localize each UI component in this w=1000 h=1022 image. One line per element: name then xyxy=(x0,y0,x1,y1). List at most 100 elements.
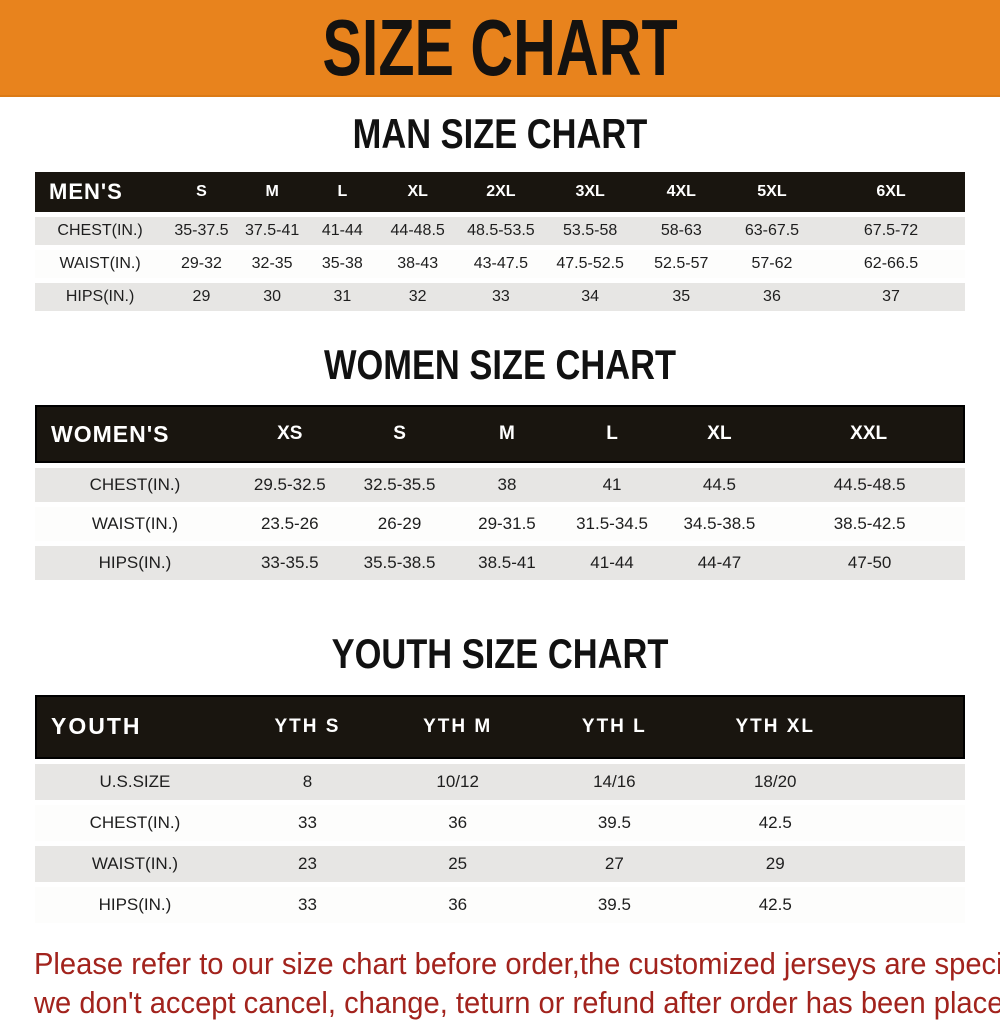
column-header: 6XL xyxy=(817,172,965,213)
column-header: 4XL xyxy=(635,172,727,213)
size-cell: 38 xyxy=(454,468,560,503)
table-corner-label: WOMEN'S xyxy=(35,405,235,464)
header-row: MEN'S S M L XL 2XL 3XL 4XL 5XL 6XL xyxy=(35,172,965,213)
table-row: WAIST(IN.) 23 25 27 29 xyxy=(35,845,965,882)
size-cell: 34.5-38.5 xyxy=(664,507,775,542)
size-cell: 53.5-58 xyxy=(544,217,636,246)
column-header: 2XL xyxy=(457,172,545,213)
row-label: HIPS(IN.) xyxy=(35,886,235,923)
table-row: CHEST(IN.) 35-37.5 37.5-41 41-44 44-48.5 48.5… xyxy=(35,217,965,246)
size-cell: 42.5 xyxy=(693,804,858,841)
size-cell: 36 xyxy=(380,886,536,923)
row-label: WAIST(IN.) xyxy=(35,250,166,279)
size-cell: 37 xyxy=(817,283,965,312)
table-row: HIPS(IN.) 33-35.5 35.5-38.5 38.5-41 41-44 44-… xyxy=(35,546,965,581)
size-cell: 29-32 xyxy=(165,250,238,279)
size-cell: 33 xyxy=(457,283,545,312)
header-row: WOMEN'S XS S M L XL XXL xyxy=(35,405,965,464)
size-cell: 33 xyxy=(234,886,381,923)
cell-spacer xyxy=(857,845,965,882)
table-row: HIPS(IN.) 29 30 31 32 33 34 35 36 37 xyxy=(35,283,965,312)
size-cell: 35-37.5 xyxy=(165,217,238,246)
size-cell: 41 xyxy=(559,468,665,503)
size-cell: 36 xyxy=(380,804,536,841)
size-cell: 44-48.5 xyxy=(378,217,458,246)
charts-area: MAN SIZE CHART MEN'S S M L XL 2XL 3XL 4XL 5XL 6XL… xyxy=(0,110,1000,928)
size-cell: 48.5-53.5 xyxy=(457,217,545,246)
size-cell: 58-63 xyxy=(635,217,727,246)
size-cell: 8 xyxy=(234,763,381,800)
size-cell: 29-31.5 xyxy=(454,507,560,542)
table-row: CHEST(IN.) 29.5-32.5 32.5-35.5 38 41 44.5 44.5… xyxy=(35,468,965,503)
section-youth: YOUTH SIZE CHART YOUTH YTH S YTH M YTH L YTH… xyxy=(0,631,1000,927)
table-row: WAIST(IN.) 29-32 32-35 35-38 38-43 43-47.5 47.… xyxy=(35,250,965,279)
column-header: S xyxy=(344,405,455,464)
column-header: S xyxy=(165,172,238,213)
size-cell: 42.5 xyxy=(693,886,858,923)
size-cell: 52.5-57 xyxy=(635,250,727,279)
size-cell: 14/16 xyxy=(535,763,694,800)
men-size-table: MEN'S S M L XL 2XL 3XL 4XL 5XL 6XL CHEST(IN.) 35-37… xyxy=(35,167,965,316)
size-cell: 47-50 xyxy=(774,546,965,581)
size-cell: 31 xyxy=(306,283,379,312)
column-header: YTH M xyxy=(380,694,536,759)
cell-spacer xyxy=(857,763,965,800)
column-header: M xyxy=(237,172,307,213)
size-cell: 35 xyxy=(635,283,727,312)
cell-spacer xyxy=(857,804,965,841)
row-label: HIPS(IN.) xyxy=(35,546,235,581)
size-cell: 32 xyxy=(378,283,458,312)
size-cell: 57-62 xyxy=(726,250,818,279)
order-note-line-1: Please refer to our size chart before or… xyxy=(34,945,1000,981)
size-cell: 29.5-32.5 xyxy=(234,468,345,503)
size-cell: 33 xyxy=(234,804,381,841)
size-cell: 29 xyxy=(165,283,238,312)
size-cell: 29 xyxy=(693,845,858,882)
size-cell: 35.5-38.5 xyxy=(344,546,455,581)
row-label: CHEST(IN.) xyxy=(35,804,235,841)
size-cell: 27 xyxy=(535,845,694,882)
row-label: WAIST(IN.) xyxy=(35,507,235,542)
table-row: CHEST(IN.) 33 36 39.5 42.5 xyxy=(35,804,965,841)
column-header: XL xyxy=(664,405,775,464)
table-corner-label: MEN'S xyxy=(35,172,166,213)
column-header: L xyxy=(559,405,665,464)
table-row: HIPS(IN.) 33 36 39.5 42.5 xyxy=(35,886,965,923)
youth-size-table: YOUTH YTH S YTH M YTH L YTH XL U.S.SIZE 8 10/12… xyxy=(35,690,965,928)
row-label: CHEST(IN.) xyxy=(35,468,235,503)
size-cell: 44.5 xyxy=(664,468,775,503)
size-cell: 39.5 xyxy=(535,886,694,923)
column-header: 5XL xyxy=(726,172,818,213)
size-cell: 41-44 xyxy=(559,546,665,581)
size-cell: 39.5 xyxy=(535,804,694,841)
section-women: WOMEN SIZE CHART WOMEN'S XS S M L XL XXL CHEST(… xyxy=(0,341,1000,585)
youth-section-heading: YOUTH SIZE CHART xyxy=(331,630,669,678)
size-cell: 25 xyxy=(380,845,536,882)
table-row: WAIST(IN.) 23.5-26 26-29 29-31.5 31.5-34.5 34… xyxy=(35,507,965,542)
row-label: U.S.SIZE xyxy=(35,763,235,800)
cell-spacer xyxy=(857,886,965,923)
order-note-line-2: we don't accept cancel, change, teturn o… xyxy=(34,984,1000,1020)
size-cell: 38-43 xyxy=(378,250,458,279)
header-row: YOUTH YTH S YTH M YTH L YTH XL xyxy=(35,694,965,759)
size-cell: 10/12 xyxy=(380,763,536,800)
order-note: Please refer to our size chart before or… xyxy=(34,944,1000,1022)
row-label: CHEST(IN.) xyxy=(35,217,166,246)
table-row: U.S.SIZE 8 10/12 14/16 18/20 xyxy=(35,763,965,800)
column-header: XS xyxy=(234,405,345,464)
size-cell: 23 xyxy=(234,845,381,882)
women-size-table: WOMEN'S XS S M L XL XXL CHEST(IN.) 29.5-32.5 32.5… xyxy=(35,400,965,585)
size-cell: 38.5-42.5 xyxy=(774,507,965,542)
size-cell: 47.5-52.5 xyxy=(544,250,636,279)
column-header: YTH XL xyxy=(693,694,858,759)
size-cell: 62-66.5 xyxy=(817,250,965,279)
banner: SIZE CHART xyxy=(0,0,1000,97)
size-cell: 41-44 xyxy=(306,217,379,246)
section-men: MAN SIZE CHART MEN'S S M L XL 2XL 3XL 4XL 5XL 6XL… xyxy=(0,110,1000,316)
page-title: SIZE CHART xyxy=(322,2,678,92)
size-cell: 33-35.5 xyxy=(234,546,345,581)
column-header: M xyxy=(454,405,560,464)
table-corner-label: YOUTH xyxy=(35,694,235,759)
size-cell: 30 xyxy=(237,283,307,312)
header-spacer xyxy=(857,694,965,759)
